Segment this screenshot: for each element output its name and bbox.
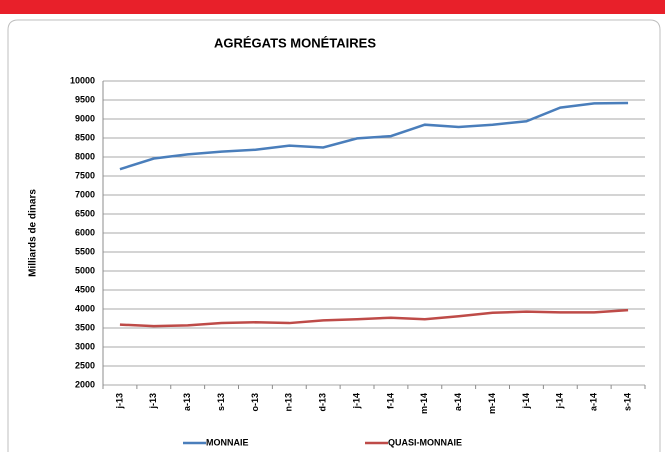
x-tick-label: a-14 <box>453 393 463 411</box>
legend-label: MONNAIE <box>206 437 249 447</box>
x-tick-label: m-14 <box>419 393 429 414</box>
y-axis-label: Milliards de dinars <box>28 189 39 277</box>
x-tick-label: j-14 <box>555 393 565 410</box>
x-tick-label: j-14 <box>521 393 531 410</box>
x-tick-label: s-13 <box>216 393 226 411</box>
x-tick-label: m-14 <box>487 393 497 414</box>
y-tick-label: 4000 <box>75 303 95 313</box>
y-tick-label: 7000 <box>75 189 95 199</box>
x-tick-label: j-13 <box>148 393 158 410</box>
y-tick-label: 9000 <box>75 113 95 123</box>
chart-frame <box>7 19 661 452</box>
y-tick-label: 7500 <box>75 170 95 180</box>
x-tick-label: n-13 <box>284 393 294 412</box>
y-tick-label: 5000 <box>75 265 95 275</box>
y-tick-label: 3000 <box>75 341 95 351</box>
y-tick-label: 8500 <box>75 132 95 142</box>
y-tick-label: 9500 <box>75 94 95 104</box>
chart-title: AGRÉGATS MONÉTAIRES <box>214 35 376 50</box>
x-tick-label: o-13 <box>250 393 260 412</box>
x-tick-label: j-13 <box>114 393 124 410</box>
y-tick-label: 5500 <box>75 246 95 256</box>
y-tick-label: 3500 <box>75 322 95 332</box>
y-tick-label: 6500 <box>75 208 95 218</box>
series-line <box>119 308 629 328</box>
series-line <box>119 101 629 171</box>
y-tick-label: 4500 <box>75 284 95 294</box>
y-tick-label: 8000 <box>75 151 95 161</box>
header-bar <box>0 0 665 14</box>
x-tick-label: a-14 <box>589 393 599 411</box>
x-tick-label: s-14 <box>622 393 632 411</box>
x-tick-label: a-13 <box>182 393 192 411</box>
y-tick-label: 10000 <box>70 75 95 85</box>
x-tick-label: d-13 <box>318 393 328 412</box>
y-tick-label: 2000 <box>75 379 95 389</box>
x-tick-label: f-14 <box>385 393 395 409</box>
x-tick-label: j-14 <box>351 393 361 410</box>
y-tick-label: 2500 <box>75 360 95 370</box>
legend-label: QUASI-MONNAIE <box>388 437 462 447</box>
y-tick-label: 6000 <box>75 227 95 237</box>
